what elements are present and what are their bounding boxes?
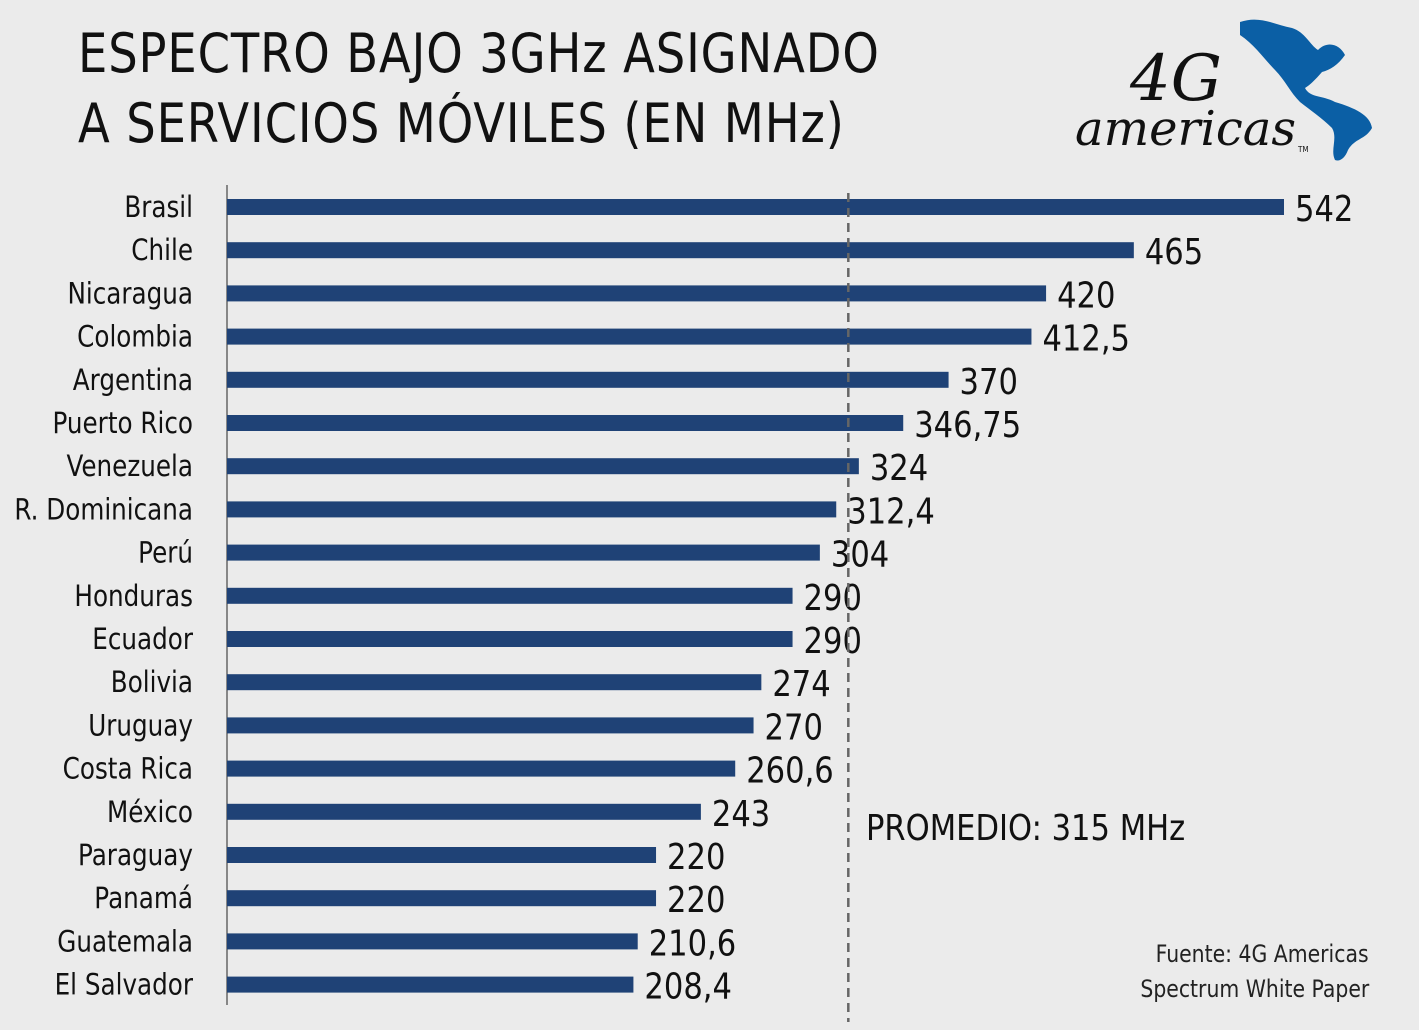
- value-label: 290: [804, 576, 862, 618]
- average-label: PROMEDIO: 315 MHz: [866, 807, 1185, 849]
- bar-17: [227, 933, 638, 950]
- value-label: 346,75: [914, 404, 1021, 446]
- category-label: Paraguay: [78, 839, 193, 872]
- bar-6: [227, 458, 859, 475]
- source-line1: Fuente: 4G Americas: [1156, 940, 1369, 968]
- category-label: Uruguay: [88, 710, 193, 743]
- value-label: 208,4: [644, 965, 732, 1007]
- bar-9: [227, 587, 793, 604]
- value-label: 290: [804, 620, 862, 662]
- value-label: 312,4: [847, 490, 935, 532]
- value-label: 420: [1057, 274, 1115, 316]
- category-label: Colombia: [77, 321, 193, 354]
- category-label: El Salvador: [55, 969, 194, 1002]
- category-label: Perú: [138, 537, 193, 570]
- category-label: Panamá: [94, 882, 193, 915]
- category-label: Venezuela: [66, 450, 193, 483]
- category-label: Honduras: [74, 580, 193, 613]
- bar-18: [227, 976, 634, 993]
- category-label: Costa Rica: [63, 753, 193, 786]
- category-label: Nicaragua: [67, 278, 193, 311]
- bar-8: [227, 544, 820, 561]
- value-label: 304: [831, 533, 889, 575]
- category-label: Argentina: [73, 364, 193, 397]
- bar-3: [227, 328, 1032, 345]
- category-label: Ecuador: [92, 623, 194, 656]
- category-label: México: [107, 796, 193, 829]
- logo-americas-text: americas: [1075, 101, 1296, 157]
- value-label: 324: [870, 447, 928, 489]
- americas-map-icon: [1240, 19, 1372, 161]
- source-line2: Spectrum White Paper: [1140, 975, 1369, 1003]
- value-label: 412,5: [1042, 317, 1130, 359]
- logo-tm-text: TM: [1297, 145, 1309, 154]
- bar-11: [227, 674, 762, 691]
- value-label: 274: [772, 663, 830, 705]
- bar-0: [227, 199, 1284, 215]
- value-label: 220: [667, 836, 725, 878]
- logo-4g-text: 4G: [1129, 42, 1222, 116]
- value-label: 542: [1295, 188, 1353, 230]
- bar-13: [227, 760, 736, 777]
- chart-title-line2: A SERVICIOS MÓVILES (EN MHz): [78, 92, 845, 155]
- bar-2: [227, 285, 1047, 302]
- value-label: 210,6: [649, 922, 737, 964]
- category-label: R. Dominicana: [14, 494, 193, 527]
- bar-5: [227, 415, 904, 431]
- category-label: Puerto Rico: [52, 407, 193, 440]
- bar-4: [227, 371, 949, 388]
- category-label: Bolivia: [111, 666, 193, 699]
- value-label: 270: [765, 706, 823, 748]
- value-label: 465: [1145, 231, 1203, 273]
- bar-7: [227, 501, 837, 518]
- bar-12: [227, 717, 754, 734]
- chart-title-line1: ESPECTRO BAJO 3GHz ASIGNADO: [78, 22, 880, 85]
- category-label: Chile: [131, 234, 193, 267]
- value-label: 220: [667, 879, 725, 921]
- value-label: 260,6: [746, 749, 834, 791]
- category-label: Guatemala: [57, 926, 193, 959]
- bar-10: [227, 631, 793, 647]
- bar-15: [227, 847, 657, 863]
- bar-16: [227, 890, 657, 907]
- bar-1: [227, 242, 1134, 259]
- value-label: 243: [712, 792, 770, 834]
- 4g-americas-logo: 4G americas TM: [1075, 19, 1372, 161]
- value-label: 370: [960, 360, 1018, 402]
- bar-14: [227, 803, 701, 820]
- category-label: Brasil: [124, 191, 193, 224]
